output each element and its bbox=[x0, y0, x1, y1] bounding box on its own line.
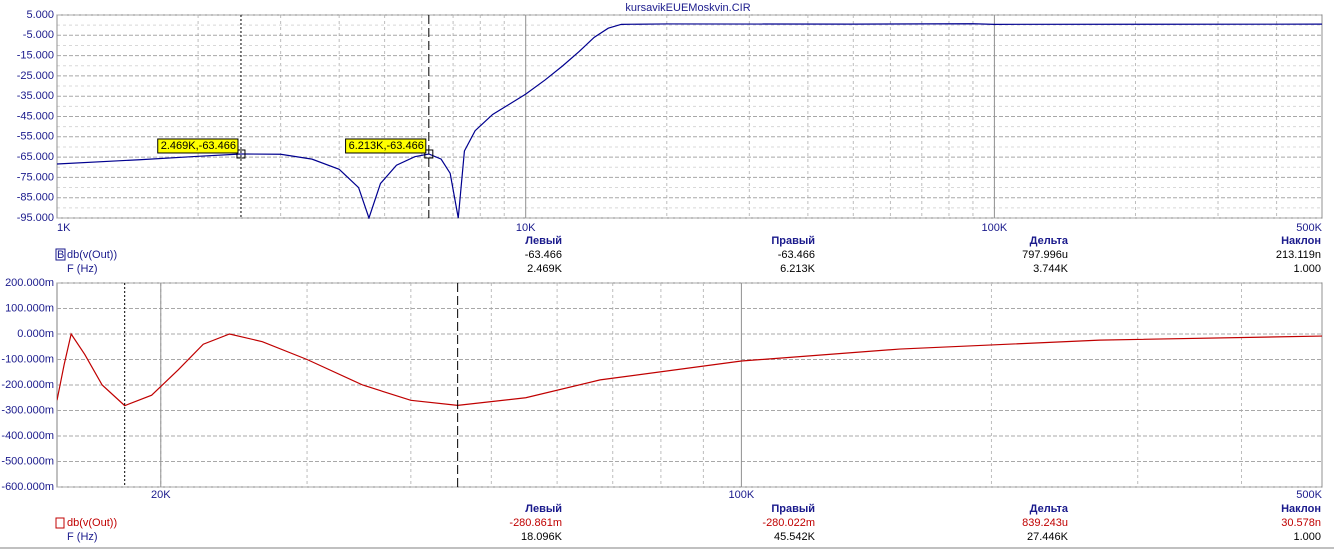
plot: 5.000 -5.000 -15.000 -25.000 -35.000 -45.000 -… bbox=[17, 9, 1323, 234]
readout-header: Левый bbox=[525, 235, 562, 247]
readout-value: 213.119n bbox=[1276, 249, 1321, 261]
readout-header: Наклон bbox=[1281, 503, 1321, 515]
x-tick-label: 500K bbox=[1296, 489, 1322, 501]
readout-header: Наклон bbox=[1281, 235, 1321, 247]
x-tick-label: 10K bbox=[516, 222, 536, 234]
trace-tag-box bbox=[55, 248, 66, 261]
cursor-marker bbox=[424, 149, 434, 159]
y-tick-label: -500.000m bbox=[1, 455, 54, 467]
readout-value: 3.744K bbox=[1033, 263, 1069, 275]
x-tick-label: 1K bbox=[57, 222, 71, 234]
y-tick-label: -300.000m bbox=[1, 404, 54, 416]
readout-value: 1.000 bbox=[1293, 263, 1321, 275]
readout-value: 18.096K bbox=[521, 531, 563, 543]
readout-header: Левый bbox=[525, 503, 562, 515]
readout-value: 1.000 bbox=[1293, 531, 1321, 543]
readout-value: 45.542K bbox=[774, 531, 816, 543]
readout-value: 2.469K bbox=[527, 263, 563, 275]
y-tick-label: -95.000 bbox=[17, 212, 54, 224]
trace-tag: B bbox=[57, 249, 64, 261]
readout-header: Правый bbox=[771, 235, 815, 247]
readout-row-label: F (Hz) bbox=[67, 531, 98, 543]
trace-tag-box bbox=[55, 517, 65, 529]
cursor-label: 6.213K,-63.466 bbox=[349, 140, 424, 152]
y-tick-label: -5.000 bbox=[23, 29, 54, 41]
y-tick-label: -15.000 bbox=[17, 50, 54, 62]
trace-name: db(v(Out)) bbox=[67, 249, 117, 261]
readout-value: -63.466 bbox=[525, 249, 562, 261]
y-tick-label: -55.000 bbox=[17, 131, 54, 143]
y-tick-label: -75.000 bbox=[17, 171, 54, 183]
y-tick-label: 0.000m bbox=[17, 328, 54, 340]
y-tick-label: -65.000 bbox=[17, 151, 54, 163]
plot: 200.000m 100.000m 0.000m -100.000m -200.000m… bbox=[1, 277, 1322, 501]
y-tick-label: 5.000 bbox=[26, 9, 54, 21]
cursor-label-box bbox=[345, 138, 427, 154]
readout-header: Дельта bbox=[1030, 503, 1069, 515]
readout-value: -280.861m bbox=[509, 517, 562, 529]
x-tick-label: 100K bbox=[729, 489, 755, 501]
readout-value: 6.213K bbox=[780, 263, 816, 275]
readout-value: 27.446K bbox=[1027, 531, 1069, 543]
cursor-label: 2.469K,-63.466 bbox=[161, 140, 236, 152]
x-tick-label: 20K bbox=[151, 489, 171, 501]
x-tick-label: 500K bbox=[1296, 222, 1322, 234]
cursor-marker bbox=[236, 149, 246, 159]
readout-row-label: F (Hz) bbox=[67, 263, 98, 275]
y-tick-label: -35.000 bbox=[17, 90, 54, 102]
readout-value: 797.996u bbox=[1022, 249, 1068, 261]
readout-value: 30.578n bbox=[1281, 517, 1321, 529]
readout-header: Дельта bbox=[1030, 235, 1069, 247]
y-tick-label: -200.000m bbox=[1, 379, 54, 391]
y-tick-label: -45.000 bbox=[17, 110, 54, 122]
trace bbox=[57, 332, 1322, 407]
readout-value: 839.243u bbox=[1022, 517, 1068, 529]
window-title: kursavikEUEMoskvin.CIR bbox=[625, 2, 750, 14]
x-tick-label: 100K bbox=[982, 222, 1008, 234]
cursor-label-box bbox=[157, 138, 239, 154]
y-tick-label: -85.000 bbox=[17, 192, 54, 204]
readout-value: -63.466 bbox=[778, 249, 815, 261]
readout-header: Правый bbox=[771, 503, 815, 515]
y-tick-label: -25.000 bbox=[17, 70, 54, 82]
trace-name: db(v(Out)) bbox=[67, 517, 117, 529]
y-tick-label: -600.000m bbox=[1, 481, 54, 493]
y-tick-label: 200.000m bbox=[5, 277, 54, 289]
readout-value: -280.022m bbox=[762, 517, 815, 529]
y-tick-label: 100.000m bbox=[5, 302, 54, 314]
y-tick-label: -100.000m bbox=[1, 353, 54, 365]
trace bbox=[57, 23, 1322, 219]
y-tick-label: -400.000m bbox=[1, 430, 54, 442]
